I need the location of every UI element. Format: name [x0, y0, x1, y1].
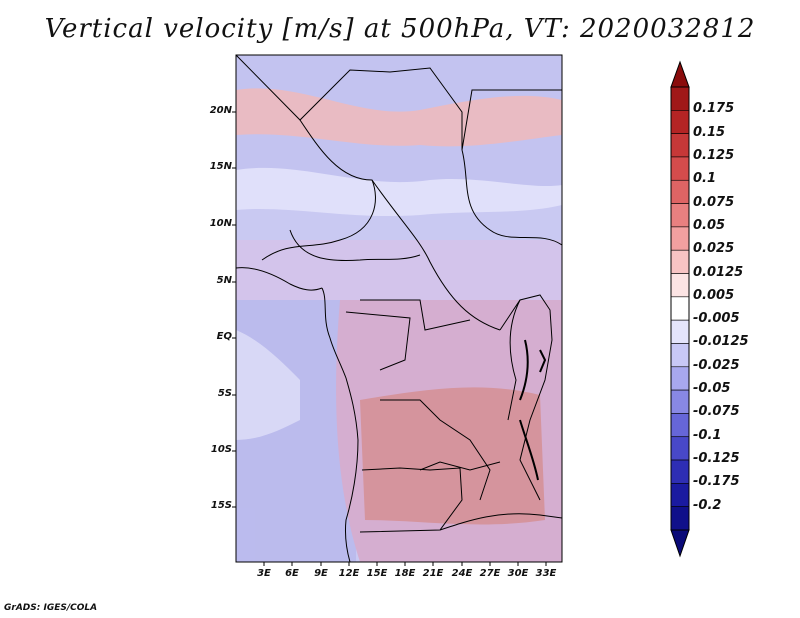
lon-label: 6E — [285, 568, 299, 579]
lon-label: 18E — [394, 568, 416, 579]
map-title: Vertical velocity [m/s] at 500hPa, VT: 2… — [44, 14, 756, 44]
colorbar-segment — [670, 249, 690, 274]
colorbar-label: -0.175 — [693, 474, 740, 490]
colorbar-segment — [670, 459, 690, 484]
colorbar-segment — [670, 226, 690, 251]
colorbar-label: 0.125 — [693, 147, 735, 163]
colorbar-segment — [670, 413, 690, 438]
colorbar-label: 0.05 — [693, 217, 726, 233]
colorbar-label: -0.025 — [693, 357, 740, 373]
colorbar-segment — [670, 203, 690, 228]
colorbar-label: -0.1 — [693, 427, 722, 443]
colorbar-segment — [670, 319, 690, 344]
lat-label: 15N — [209, 161, 232, 172]
colorbar-label: -0.05 — [693, 381, 731, 397]
colorbar-label: 0.0125 — [693, 264, 744, 280]
southern-convective-region — [360, 387, 545, 525]
lat-label: 5S — [217, 388, 232, 399]
colorbar-bottom-arrow — [670, 529, 690, 558]
colorbar-label: -0.0125 — [693, 334, 749, 350]
lon-label: 21E — [422, 568, 444, 579]
lon-label: 12E — [338, 568, 360, 579]
lat-label: 10S — [210, 444, 232, 455]
map-frame — [235, 54, 563, 563]
colorbar-segment — [670, 506, 690, 531]
lon-label: 15E — [366, 568, 388, 579]
colorbar-segment — [670, 483, 690, 507]
lon-label: 3E — [257, 568, 271, 579]
colorbar-segment — [670, 389, 690, 414]
colorbar-label: 0.005 — [693, 287, 735, 303]
colorbar-label: 0.15 — [693, 124, 726, 140]
colorbar-label: -0.005 — [693, 311, 740, 327]
colorbar-segment — [670, 296, 690, 321]
lon-label: 30E — [507, 568, 529, 579]
lon-label: 9E — [314, 568, 328, 579]
colorbar-label: 0.075 — [693, 194, 735, 210]
colorbar-segment — [670, 273, 690, 298]
lat-label: 10N — [209, 218, 232, 229]
colorbar-segment — [670, 110, 690, 134]
colorbar-segment — [670, 179, 690, 204]
colorbar-label: -0.125 — [693, 451, 740, 467]
colorbar-label: -0.075 — [693, 404, 740, 420]
lat-label: EQ — [216, 331, 232, 342]
lakes — [519, 339, 547, 481]
colorbar-label: 0.025 — [693, 241, 735, 257]
colorbar-label: 0.175 — [693, 101, 735, 117]
colorbar-top-arrow — [670, 60, 690, 88]
lat-label: 15S — [210, 500, 232, 511]
colorbar-frame — [670, 86, 690, 531]
colorbar-segment — [670, 86, 690, 111]
colorbar-segment — [670, 366, 690, 391]
grads-credit: GrADS: IGES/COLA — [4, 603, 98, 613]
lat-label: 20N — [209, 105, 232, 116]
colorbar-segment — [670, 156, 690, 181]
lon-label: 24E — [451, 568, 473, 579]
lon-label: 33E — [535, 568, 557, 579]
colorbar-segment — [670, 343, 690, 368]
country-borders — [236, 55, 562, 562]
lat-label: 5N — [216, 275, 232, 286]
colorbar-label: -0.2 — [693, 497, 722, 513]
colorbar-segment — [670, 133, 690, 158]
colorbar-label: 0.1 — [693, 171, 717, 187]
colorbar-segment — [670, 436, 690, 461]
lon-label: 27E — [479, 568, 501, 579]
